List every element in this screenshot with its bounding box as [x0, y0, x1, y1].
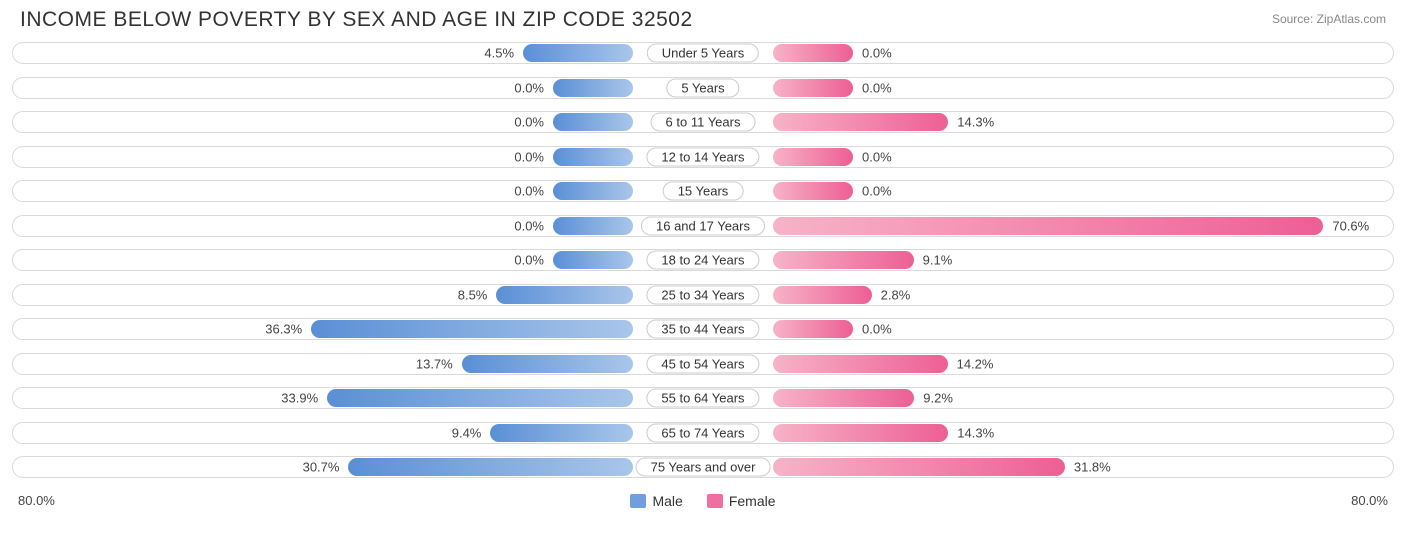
bar-female — [773, 389, 914, 407]
bar-female — [773, 251, 914, 269]
bar-female — [773, 79, 853, 97]
swatch-female — [707, 494, 723, 508]
bar-female — [773, 286, 872, 304]
value-label-female: 9.2% — [923, 391, 953, 406]
chart-row: 36.3% 0.0% 35 to 44 Years — [12, 318, 1394, 340]
bar-male — [553, 148, 633, 166]
chart-row: 0.0% 0.0% 15 Years — [12, 180, 1394, 202]
chart-row: 30.7% 31.8% 75 Years and over — [12, 456, 1394, 478]
value-label-female: 0.0% — [862, 46, 892, 61]
value-label-female: 0.0% — [862, 322, 892, 337]
row-category-label: 55 to 64 Years — [646, 389, 759, 408]
bar-female — [773, 148, 853, 166]
value-label-male: 0.0% — [514, 80, 544, 95]
legend-label-female: Female — [729, 493, 776, 509]
bar-male — [553, 217, 633, 235]
bar-male — [496, 286, 633, 304]
chart-row: 0.0% 14.3% 6 to 11 Years — [12, 111, 1394, 133]
value-label-male: 8.5% — [458, 287, 488, 302]
value-label-male: 33.9% — [281, 391, 318, 406]
bar-male — [553, 113, 633, 131]
chart-header: INCOME BELOW POVERTY BY SEX AND AGE IN Z… — [0, 0, 1406, 36]
row-category-label: 18 to 24 Years — [646, 251, 759, 270]
row-category-label: 6 to 11 Years — [651, 113, 756, 132]
bar-male — [462, 355, 633, 373]
value-label-male: 30.7% — [303, 460, 340, 475]
value-label-male: 0.0% — [514, 184, 544, 199]
bar-female — [773, 355, 948, 373]
row-category-label: 65 to 74 Years — [646, 423, 759, 442]
value-label-male: 36.3% — [265, 322, 302, 337]
axis-legend-row: 80.0% Male Female 80.0% — [0, 491, 1406, 509]
value-label-male: 13.7% — [416, 356, 453, 371]
value-label-female: 0.0% — [862, 184, 892, 199]
row-category-label: 35 to 44 Years — [646, 320, 759, 339]
chart-row: 0.0% 0.0% 12 to 14 Years — [12, 146, 1394, 168]
bar-female — [773, 320, 853, 338]
bar-female — [773, 458, 1065, 476]
row-category-label: 25 to 34 Years — [646, 285, 759, 304]
chart-row: 0.0% 70.6% 16 and 17 Years — [12, 215, 1394, 237]
value-label-male: 0.0% — [514, 149, 544, 164]
axis-left-label: 80.0% — [18, 493, 55, 508]
row-category-label: 5 Years — [666, 78, 739, 97]
value-label-male: 0.0% — [514, 253, 544, 268]
row-category-label: 75 Years and over — [636, 458, 771, 477]
chart-row: 13.7% 14.2% 45 to 54 Years — [12, 353, 1394, 375]
value-label-female: 9.1% — [923, 253, 953, 268]
legend-item-female: Female — [707, 493, 776, 509]
bar-female — [773, 182, 853, 200]
value-label-female: 31.8% — [1074, 460, 1111, 475]
bar-female — [773, 44, 853, 62]
row-category-label: Under 5 Years — [647, 44, 759, 63]
bar-male — [490, 424, 633, 442]
row-category-label: 15 Years — [663, 182, 744, 201]
bar-male — [523, 44, 633, 62]
bar-male — [553, 79, 633, 97]
value-label-female: 0.0% — [862, 80, 892, 95]
bar-male — [311, 320, 633, 338]
chart-source: Source: ZipAtlas.com — [1272, 8, 1386, 26]
value-label-female: 0.0% — [862, 149, 892, 164]
legend: Male Female — [630, 493, 775, 509]
chart-title: INCOME BELOW POVERTY BY SEX AND AGE IN Z… — [20, 8, 693, 32]
value-label-male: 0.0% — [514, 115, 544, 130]
chart-row: 8.5% 2.8% 25 to 34 Years — [12, 284, 1394, 306]
bar-male — [553, 182, 633, 200]
value-label-male: 0.0% — [514, 218, 544, 233]
chart-area: 4.5%0.0%Under 5 Years0.0%0.0%5 Years0.0%… — [0, 36, 1406, 478]
value-label-female: 2.8% — [881, 287, 911, 302]
bar-male — [553, 251, 633, 269]
legend-label-male: Male — [652, 493, 682, 509]
chart-row: 9.4% 14.3% 65 to 74 Years — [12, 422, 1394, 444]
value-label-female: 14.2% — [957, 356, 994, 371]
row-category-label: 12 to 14 Years — [646, 147, 759, 166]
chart-row: 0.0% 9.1% 18 to 24 Years — [12, 249, 1394, 271]
value-label-female: 70.6% — [1332, 218, 1369, 233]
chart-row: 4.5% 0.0% Under 5 Years — [12, 42, 1394, 64]
bar-female — [773, 217, 1323, 235]
row-category-label: 45 to 54 Years — [646, 354, 759, 373]
bar-female — [773, 424, 948, 442]
value-label-male: 9.4% — [452, 425, 482, 440]
bar-male — [348, 458, 633, 476]
axis-right-label: 80.0% — [1351, 493, 1388, 508]
chart-row: 0.0% 0.0% 5 Years — [12, 77, 1394, 99]
bar-male — [327, 389, 633, 407]
legend-item-male: Male — [630, 493, 682, 509]
swatch-male — [630, 494, 646, 508]
value-label-male: 4.5% — [484, 46, 514, 61]
value-label-female: 14.3% — [957, 425, 994, 440]
row-category-label: 16 and 17 Years — [641, 216, 765, 235]
bar-female — [773, 113, 948, 131]
chart-row: 33.9% 9.2% 55 to 64 Years — [12, 387, 1394, 409]
value-label-female: 14.3% — [957, 115, 994, 130]
